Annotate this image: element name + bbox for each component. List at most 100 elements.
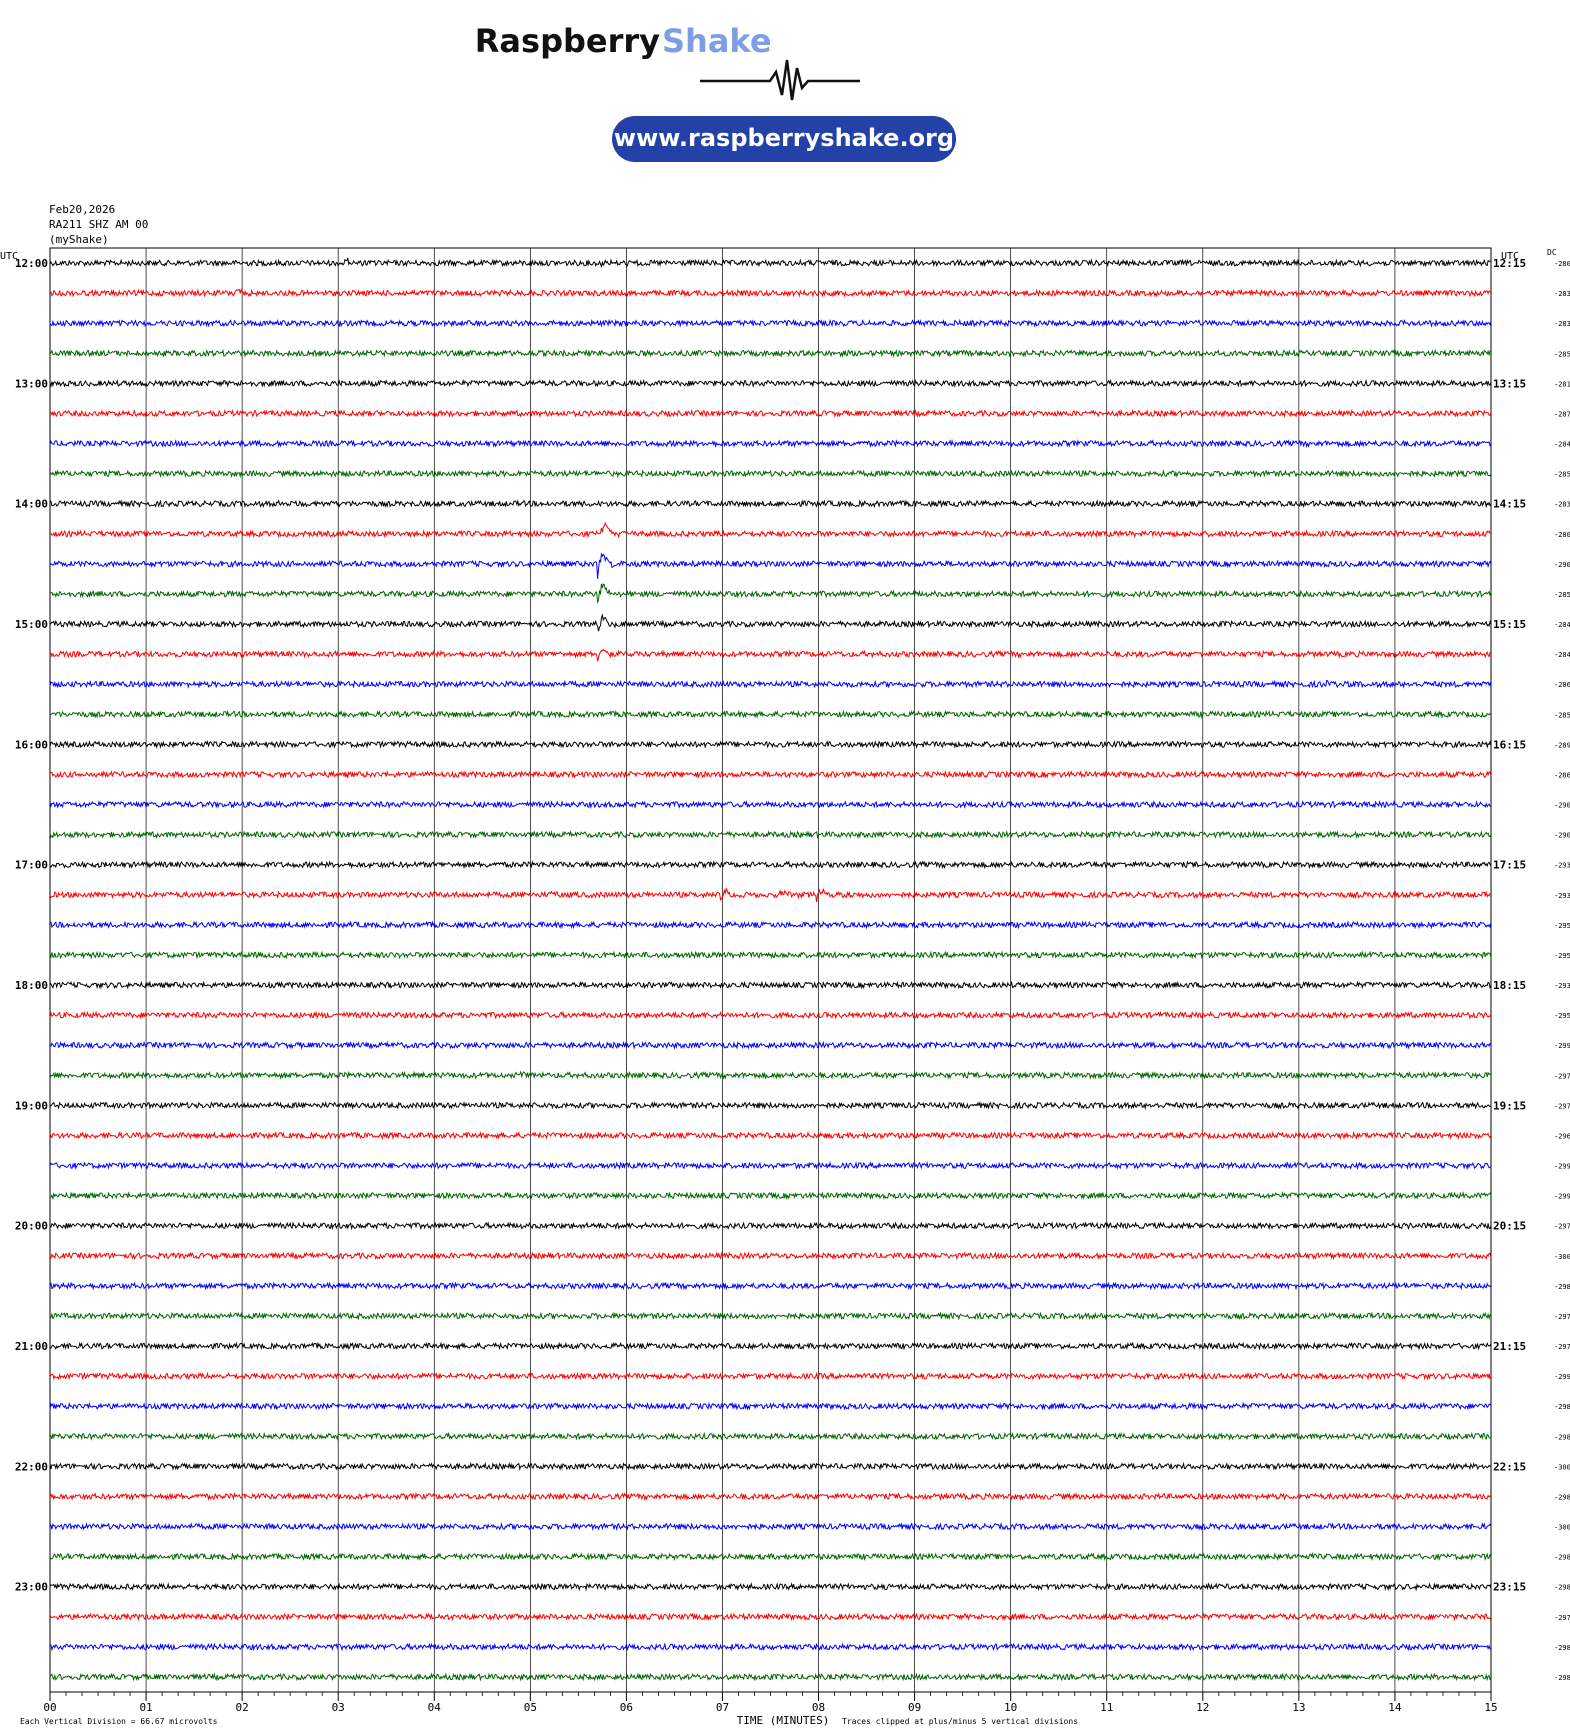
dc-offset-label: -295 <box>1554 1012 1570 1020</box>
network-label: (myShake) <box>49 233 109 246</box>
brand-name-light: Shake <box>662 22 772 60</box>
dc-offset-label: -283 <box>1554 320 1570 328</box>
trace-line <box>49 1612 1492 1622</box>
trace-line <box>49 1161 1492 1171</box>
dc-offset-label: -297 <box>1554 1223 1570 1231</box>
dc-offset-label: -299 <box>1554 1163 1570 1171</box>
x-tick-label: 05 <box>524 1701 537 1714</box>
station-label: RA211 SHZ AM 00 <box>49 218 149 231</box>
trace-line <box>49 521 1492 539</box>
hour-label-left: 12:00 <box>15 257 48 270</box>
trace-line <box>49 1100 1492 1110</box>
trace-line <box>49 552 1492 579</box>
trace-line <box>49 1281 1492 1291</box>
dc-offset-label: -298 <box>1554 1403 1570 1411</box>
label-group: 00 01 02 03 04 05 06 07 08 09 10 11 12 13 14 15 -280 -283… <box>15 257 1570 1714</box>
hour-label-right: 12:15 <box>1493 257 1526 270</box>
plot-frame <box>49 247 1492 1693</box>
hour-label-left: 22:00 <box>15 1460 48 1473</box>
dc-offset-label: -290 <box>1554 802 1570 810</box>
dc-offset-label: -285 <box>1554 471 1570 479</box>
x-axis-title: TIME (MINUTES) <box>737 1714 830 1727</box>
dc-offset-label: -293 <box>1554 982 1570 990</box>
hour-label-right: 19:15 <box>1493 1099 1526 1112</box>
dc-offset-label: -283 <box>1554 501 1570 509</box>
trace-line <box>49 887 1491 902</box>
trace-line <box>49 648 1492 662</box>
dc-offset-label: -297 <box>1554 1102 1570 1110</box>
trace-line <box>49 830 1492 840</box>
trace-line <box>49 348 1492 358</box>
dc-offset-label: -300 <box>1554 1253 1570 1261</box>
trace-line <box>49 679 1492 689</box>
hour-label-right: 21:15 <box>1493 1340 1526 1353</box>
x-tick-label: 09 <box>908 1701 921 1714</box>
trace-line <box>49 1371 1492 1381</box>
dc-offset-label: -280 <box>1554 260 1570 268</box>
hour-label-right: 22:15 <box>1493 1460 1526 1473</box>
trace-line <box>49 799 1492 810</box>
dc-offset-label: -300 <box>1554 1524 1570 1532</box>
x-tick-label: 06 <box>620 1701 633 1714</box>
trace-line <box>49 950 1492 960</box>
hour-label-left: 15:00 <box>15 618 48 631</box>
dc-offset-label: -287 <box>1554 410 1570 418</box>
utc-left-label: UTC <box>0 251 18 262</box>
dc-offset-label: -285 <box>1554 711 1570 719</box>
dc-offset-label: -295 <box>1554 952 1570 960</box>
hour-label-right: 20:15 <box>1493 1220 1526 1233</box>
hour-label-right: 17:15 <box>1493 859 1526 872</box>
dc-offset-label: -285 <box>1554 591 1570 599</box>
x-tick-label: 10 <box>1004 1701 1017 1714</box>
date-label: Feb20,2026 <box>49 203 116 216</box>
x-tick-label: 08 <box>812 1701 825 1714</box>
x-tick-label: 07 <box>716 1701 729 1714</box>
dc-offset-label: -296 <box>1554 1132 1570 1140</box>
trace-line <box>49 1341 1492 1351</box>
dc-offset-label: -295 <box>1554 922 1570 930</box>
dc-offset-label: -298 <box>1554 1554 1570 1562</box>
hour-label-left: 20:00 <box>15 1220 48 1233</box>
clip-note: Traces clipped at plus/minus 5 vertical … <box>842 1717 1078 1726</box>
dc-offset-label: -298 <box>1554 1644 1570 1652</box>
hour-label-left: 19:00 <box>15 1099 48 1112</box>
x-tick-label: 02 <box>236 1701 249 1714</box>
x-tick-label: 12 <box>1196 1701 1209 1714</box>
hour-label-right: 18:15 <box>1493 979 1526 992</box>
trace-line <box>49 408 1492 419</box>
hour-label-left: 23:00 <box>15 1581 48 1594</box>
trace-line <box>49 1582 1492 1592</box>
x-tick-label: 01 <box>139 1701 152 1714</box>
url-pill[interactable] <box>612 116 956 162</box>
dc-offset-label: -298 <box>1554 1493 1570 1501</box>
trace-line <box>49 288 1492 298</box>
trace-line <box>49 1221 1492 1231</box>
dc-offset-label: -284 <box>1554 441 1570 449</box>
trace-line <box>49 499 1492 509</box>
trace-line <box>49 1431 1492 1441</box>
x-tick-label: 13 <box>1292 1701 1305 1714</box>
raspberry-shake-logo: Raspberry Shake www.raspberryshake.org <box>475 22 956 162</box>
dc-offset-label: -281 <box>1554 380 1570 388</box>
x-tick-label: 00 <box>43 1701 56 1714</box>
dc-offset-label: -300 <box>1554 1463 1570 1471</box>
website-link[interactable]: www.raspberryshake.org <box>614 124 954 152</box>
trace-line <box>49 439 1492 449</box>
trace-line <box>49 1130 1492 1141</box>
trace-line <box>49 1040 1492 1050</box>
dc-offset-label: -289 <box>1554 741 1570 749</box>
trace-line <box>49 1070 1492 1080</box>
trace-line <box>49 860 1492 870</box>
trace-line <box>49 469 1492 479</box>
trace-line <box>49 378 1492 388</box>
hour-label-left: 18:00 <box>15 979 48 992</box>
dc-offset-label: -298 <box>1554 1584 1570 1592</box>
trace-line <box>49 1491 1492 1502</box>
hour-label-right: 14:15 <box>1493 498 1526 511</box>
trace-line <box>49 1190 1492 1201</box>
trace-line <box>49 1401 1492 1411</box>
dc-offset-label: -298 <box>1554 1283 1570 1291</box>
hour-label-right: 13:15 <box>1493 377 1526 390</box>
x-tick-label: 04 <box>428 1701 442 1714</box>
trace-line <box>49 920 1492 930</box>
